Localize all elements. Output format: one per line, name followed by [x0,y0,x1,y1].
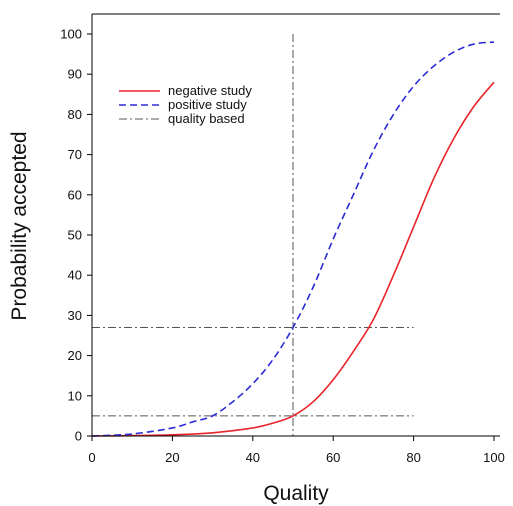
y-tick-label: 80 [68,107,82,122]
y-tick-label: 100 [60,27,82,42]
y-tick-label: 60 [68,187,82,202]
legend-label-negative-study: negative study [168,83,252,98]
y-tick-label: 0 [75,429,82,444]
x-tick-label: 0 [88,450,95,465]
y-tick-label: 10 [68,388,82,403]
y-tick-label: 90 [68,67,82,82]
y-axis-title: Probability accepted [8,131,31,320]
y-tick-label: 30 [68,308,82,323]
reference-lines [92,34,414,436]
legend: negative study positive study quality ba… [119,83,252,126]
y-tick-label: 20 [68,348,82,363]
x-tick-label: 100 [483,450,505,465]
x-tick-label: 20 [165,450,179,465]
x-tick-label: 40 [246,450,260,465]
x-axis-title: Quality [263,482,329,505]
y-tick-label: 50 [68,228,82,243]
legend-label-quality-based: quality based [168,111,245,126]
y-tick-label: 70 [68,147,82,162]
legend-label-positive-study: positive study [168,97,247,112]
series-lines [91,41,495,437]
x-tick-label: 80 [406,450,420,465]
x-tick-label: 60 [326,450,340,465]
axis-ticks: 0 20 40 60 80 100 0 10 20 30 40 50 60 70 80 90 100 [60,27,505,466]
y-tick-label: 40 [68,268,82,283]
series-line-negative-study [91,81,495,437]
series-line-positive-study [91,41,495,437]
